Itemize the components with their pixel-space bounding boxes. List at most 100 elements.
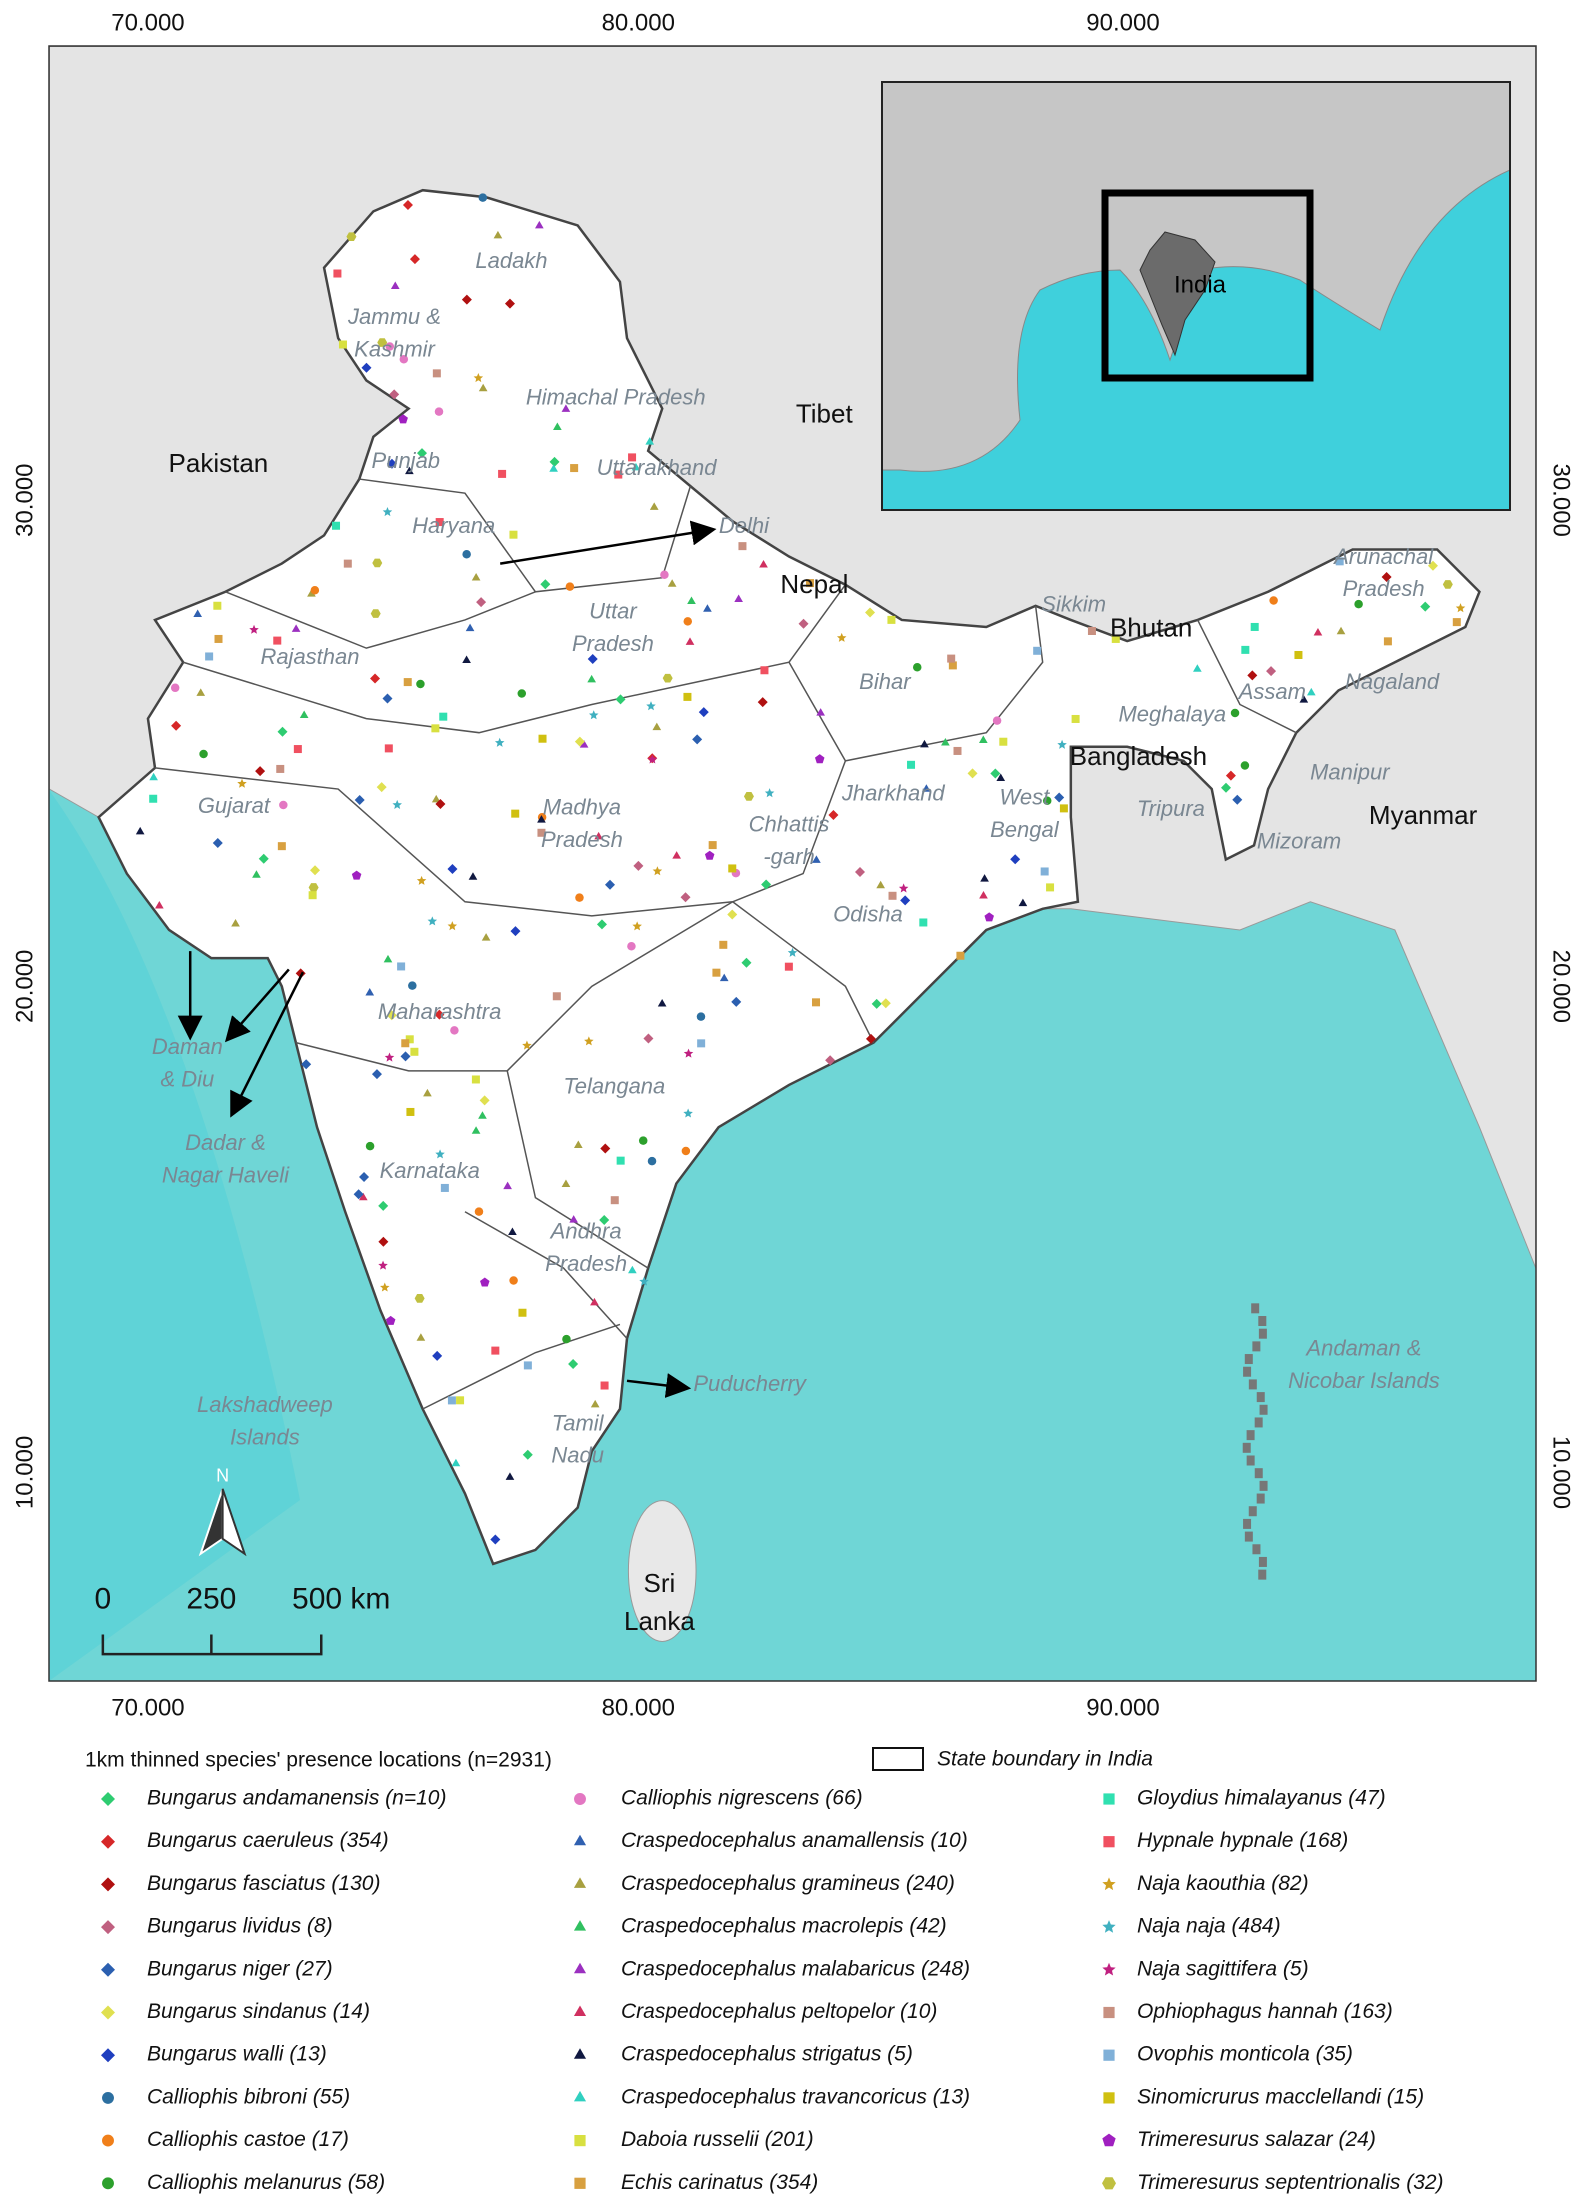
presence-point [708,841,717,850]
presence-point [431,794,441,803]
country-label: Nepal [780,569,848,599]
presence-point [880,998,891,1009]
presence-point [434,407,444,416]
presence-point [384,1052,395,1062]
presence-point [978,735,988,743]
presence-point [353,1189,364,1200]
island [1258,1556,1267,1567]
presence-point [372,558,383,568]
presence-point [1033,646,1042,655]
presence-point [816,708,825,716]
presence-point [465,623,475,632]
presence-point [692,734,703,745]
state-label: Maharashtra [378,999,502,1024]
presence-point [561,1179,571,1188]
lon-tick-label: 90.000 [1086,1694,1159,1721]
inset-map: India [882,82,1510,510]
presence-point [431,724,440,733]
legend-label: Bungarus walli (13) [147,2043,327,2066]
presence-point [1266,666,1277,677]
presence-point [346,232,357,241]
presence-point [645,437,655,445]
presence-point [1240,761,1250,770]
legend-symbol [101,2048,115,2063]
legend-label: Calliophis melanurus (58) [147,2171,385,2194]
lat-tick-label: 20.000 [11,950,38,1023]
presence-point [471,572,481,581]
presence-point [760,666,769,675]
island [1246,1430,1255,1441]
legend-symbol [574,2177,586,2189]
presence-point [615,694,626,705]
country-label: Pakistan [169,448,269,478]
state-boundary [506,1070,649,1269]
presence-point [408,981,417,990]
presence-point [865,1033,876,1044]
presence-point [907,760,916,769]
presence-point [382,507,393,517]
presence-point [365,1141,375,1151]
island [1244,1354,1253,1365]
island [1248,1379,1257,1390]
country-label: Tibet [796,399,854,429]
state-boundary [182,584,847,734]
boundary-label: State boundary in India [937,1748,1153,1771]
legend-symbol [573,2005,587,2016]
presence-point [518,1308,527,1317]
presence-point [1220,782,1231,793]
presence-point [332,521,341,530]
presence-point [996,773,1006,782]
legend-label: Trimeresurus septentrionalis (32) [1137,2171,1444,2194]
presence-point [476,597,487,608]
presence-point [435,518,444,527]
presence-point [406,1107,415,1116]
legend-symbol [101,1962,115,1977]
presence-point [605,879,616,890]
state-label: Himachal Pradesh [526,385,706,410]
presence-point [922,784,931,792]
state-label: Jammu & [347,304,441,329]
presence-point [1230,708,1240,718]
presence-point [667,579,677,587]
presence-point [647,1156,657,1166]
legend-symbol [102,2091,114,2104]
presence-point [646,701,656,711]
inset-india [1139,231,1216,357]
presence-point [450,1026,459,1035]
scale-label: 250 [186,1583,236,1616]
legend-label: Craspedocephalus macrolepis (42) [621,1915,947,1938]
presence-point [1225,770,1236,781]
state-label: Assam [1237,679,1306,704]
inset-extent-box [1101,189,1314,382]
legend-symbol [573,1834,587,1846]
presence-point [354,794,365,805]
presence-point [540,579,551,590]
presence-point [389,389,400,400]
legend-symbol [101,2005,115,2020]
presence-point [652,722,662,731]
presence-point [277,726,288,737]
state-label: Mizoram [1257,828,1341,853]
presence-point [462,655,471,664]
north-label: N [216,1466,229,1486]
state-label: West [999,785,1050,810]
legend-label: Craspedocephalus anamallensis (10) [621,1829,968,1852]
presence-point [343,559,352,568]
presence-point [171,720,182,731]
island [1256,1392,1265,1403]
presence-point [537,828,546,837]
presence-point [504,298,515,309]
state-label: Pradesh [545,1251,627,1276]
presence-point [462,550,471,559]
presence-point [627,941,636,951]
state-label: Dadar & [185,1130,266,1155]
presence-point [308,883,319,892]
presence-point [647,754,658,764]
presence-point [1232,794,1243,805]
presence-point [447,863,458,874]
presence-point [632,921,642,931]
legend-label: Bungarus andamanensis (n=10) [147,1787,446,1810]
presence-point [351,870,362,880]
legend-label: Craspedocephalus gramineus (240) [621,1872,955,1895]
presence-point [696,1012,706,1021]
